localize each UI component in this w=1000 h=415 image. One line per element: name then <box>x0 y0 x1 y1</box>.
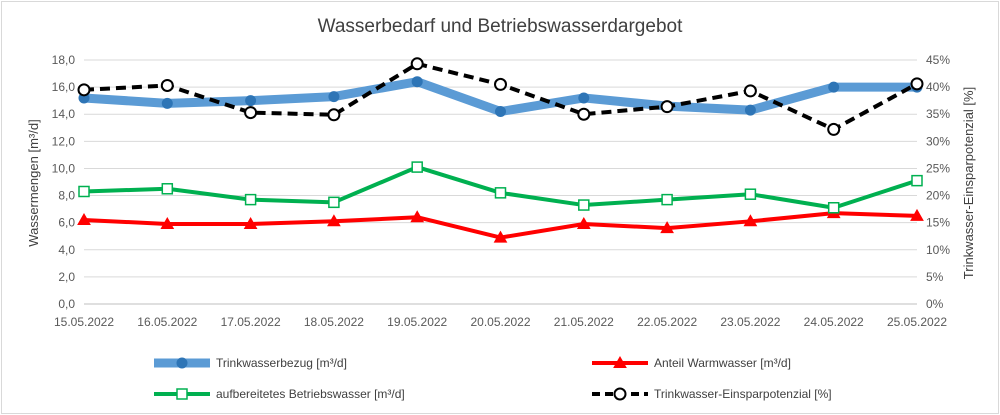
x-tick-label: 21.05.2022 <box>554 315 614 329</box>
y2-tick-label: 25% <box>926 161 950 175</box>
y-tick-label: 10,0 <box>52 161 76 175</box>
data-point <box>613 387 627 401</box>
data-point <box>328 91 340 103</box>
chart-title: Wasserbedarf und Betriebswasserdargebot <box>318 16 683 37</box>
data-point <box>910 208 924 221</box>
x-tick-label: 20.05.2022 <box>470 315 530 329</box>
data-point <box>244 106 258 120</box>
series-4 <box>77 57 924 136</box>
legend-item: Anteil Warmwasser [m³/d] <box>592 355 791 370</box>
y2-tick-label: 0% <box>926 297 944 311</box>
y2-axis-title: Trinkwasser-Einsparpotenzial [%] <box>961 87 976 279</box>
y-tick-label: 0,0 <box>58 297 75 311</box>
y-tick-label: 18,0 <box>52 53 76 67</box>
data-point <box>660 100 674 114</box>
series-2 <box>77 206 924 243</box>
data-point <box>911 174 923 187</box>
legend: Trinkwasserbezug [m³/d] Anteil Warmwasser… <box>154 355 832 401</box>
data-point <box>743 84 757 98</box>
data-point <box>494 77 507 91</box>
data-point <box>576 217 591 230</box>
data-point <box>577 107 591 121</box>
y-tick-label: 6,0 <box>58 216 75 230</box>
y-tick-label: 4,0 <box>58 243 75 257</box>
y2-tick-label: 10% <box>926 243 950 257</box>
x-tick-label: 19.05.2022 <box>387 315 447 329</box>
series-layer <box>77 57 924 243</box>
data-point <box>910 77 924 91</box>
x-tick-label: 15.05.2022 <box>54 315 114 329</box>
data-point <box>328 196 340 209</box>
data-point <box>160 217 175 230</box>
y-tick-label: 2,0 <box>58 270 75 284</box>
data-point <box>161 97 173 109</box>
legend-item: Trinkwasser-Einsparpotenzial [%] <box>592 387 832 401</box>
x-tick-label: 23.05.2022 <box>720 315 780 329</box>
axes: 0,0 2,0 4,0 6,0 8,0 10,0 12,0 14,0 16,0 18,0 0% 5% 1… <box>52 53 951 329</box>
legend-label: aufbereitetes Betriebswasser [m³/d] <box>216 387 405 401</box>
y2-tick-label: 45% <box>926 53 950 67</box>
data-point <box>827 202 840 214</box>
y2-tick-label: 30% <box>926 134 950 148</box>
data-point <box>245 95 257 107</box>
y-axis-title: Wassermengen [m³/d] <box>26 119 41 246</box>
data-point <box>161 183 174 195</box>
y-tick-label: 12,0 <box>52 134 76 148</box>
y2-tick-label: 20% <box>926 189 950 203</box>
data-point <box>578 92 590 104</box>
x-tick-label: 16.05.2022 <box>137 315 197 329</box>
data-point <box>744 188 757 200</box>
data-point <box>77 83 91 97</box>
legend-label: Trinkwasserbezug [m³/d] <box>216 356 347 370</box>
data-point <box>176 388 188 400</box>
x-tick-label: 22.05.2022 <box>637 315 697 329</box>
y2-tick-label: 40% <box>926 80 950 94</box>
data-point <box>176 357 188 369</box>
legend-label: Anteil Warmwasser [m³/d] <box>654 356 791 370</box>
x-tick-label: 24.05.2022 <box>804 315 864 329</box>
data-point <box>410 57 424 71</box>
data-point <box>744 104 756 116</box>
y-tick-label: 8,0 <box>58 189 75 203</box>
data-point <box>493 230 508 243</box>
y2-tick-label: 5% <box>926 270 944 284</box>
series-3 <box>78 161 923 214</box>
x-tick-label: 25.05.2022 <box>887 315 947 329</box>
data-point <box>660 221 674 234</box>
data-point <box>827 122 841 136</box>
data-point <box>495 106 506 118</box>
data-point <box>244 193 257 206</box>
data-point <box>410 210 425 223</box>
data-point <box>743 214 758 227</box>
data-point <box>77 212 91 225</box>
data-point <box>494 187 507 199</box>
data-point <box>613 355 627 368</box>
data-point <box>160 78 174 92</box>
data-point <box>661 193 673 206</box>
y-tick-label: 16,0 <box>52 80 76 94</box>
data-point <box>578 199 590 211</box>
data-point <box>327 214 341 227</box>
y2-tick-label: 35% <box>926 107 950 121</box>
y2-tick-label: 15% <box>926 216 950 230</box>
data-point <box>243 217 258 230</box>
legend-item: Trinkwasserbezug [m³/d] <box>154 356 347 370</box>
data-point <box>327 108 341 122</box>
data-point <box>78 185 90 198</box>
x-tick-label: 18.05.2022 <box>304 315 364 329</box>
legend-item: aufbereitetes Betriebswasser [m³/d] <box>154 387 405 401</box>
data-point <box>828 81 840 93</box>
y-tick-label: 14,0 <box>52 107 76 121</box>
x-tick-label: 17.05.2022 <box>221 315 281 329</box>
data-point <box>411 76 423 88</box>
data-point <box>411 161 423 173</box>
legend-label: Trinkwasser-Einsparpotenzial [%] <box>654 387 832 401</box>
